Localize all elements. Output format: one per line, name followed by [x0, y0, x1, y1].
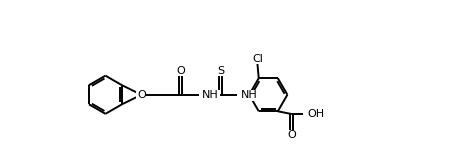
- Text: OH: OH: [307, 109, 324, 119]
- Text: O: O: [287, 130, 296, 140]
- Text: O: O: [177, 66, 185, 76]
- Text: NH: NH: [202, 90, 219, 100]
- Text: NH: NH: [241, 90, 258, 100]
- Text: Cl: Cl: [252, 54, 263, 63]
- Text: S: S: [217, 66, 224, 76]
- Text: O: O: [137, 90, 146, 100]
